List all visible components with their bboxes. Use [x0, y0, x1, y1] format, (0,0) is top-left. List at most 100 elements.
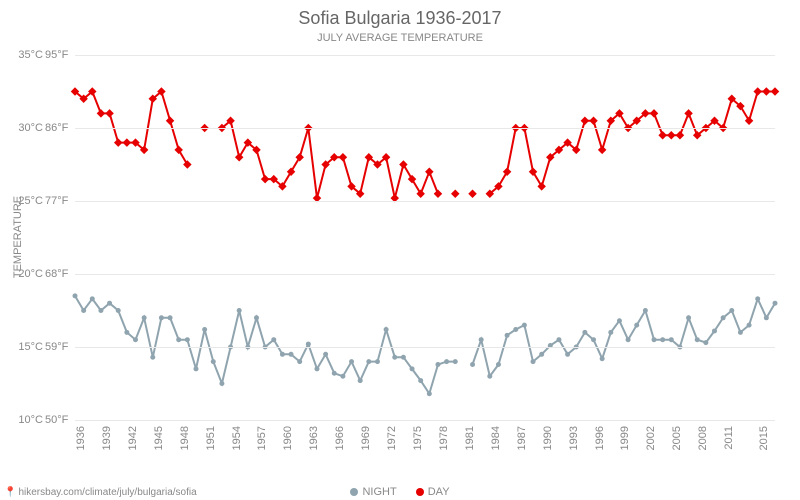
x-tick: 1957: [256, 426, 268, 450]
data-point: [589, 116, 597, 124]
data-point: [384, 327, 389, 332]
data-point: [703, 340, 708, 345]
data-point: [73, 293, 78, 298]
data-point: [193, 366, 198, 371]
data-point: [582, 330, 587, 335]
data-point: [667, 131, 675, 139]
plot-area: [75, 55, 775, 420]
data-point: [142, 315, 147, 320]
data-point: [295, 153, 303, 161]
data-point: [289, 352, 294, 357]
legend-label-night: NIGHT: [362, 486, 396, 498]
x-tick: 1996: [594, 426, 606, 450]
data-point: [591, 337, 596, 342]
data-point: [339, 153, 347, 161]
data-point: [531, 359, 536, 364]
data-point: [340, 374, 345, 379]
data-point: [375, 359, 380, 364]
attribution-text: hikersbay.com/climate/july/bulgaria/sofi…: [18, 487, 196, 498]
data-point: [598, 146, 606, 154]
data-point: [496, 362, 501, 367]
x-tick: 1978: [438, 426, 450, 450]
data-point: [287, 168, 295, 176]
x-tick: 1963: [308, 426, 320, 450]
x-tick: 1987: [516, 426, 528, 450]
data-point: [97, 109, 105, 117]
data-point: [174, 146, 182, 154]
data-point: [529, 168, 537, 176]
data-point: [652, 337, 657, 342]
data-point: [686, 315, 691, 320]
data-point: [425, 168, 433, 176]
x-tick: 1984: [490, 426, 502, 450]
x-tick: 1936: [75, 426, 87, 450]
data-point: [133, 337, 138, 342]
data-point: [410, 366, 415, 371]
data-point: [434, 189, 442, 197]
x-tick: 2008: [697, 426, 709, 450]
x-tick: 2011: [723, 426, 735, 450]
legend-marker-night: [350, 488, 358, 496]
data-point: [392, 355, 397, 360]
x-tick: 1975: [412, 426, 424, 450]
data-point: [753, 87, 761, 95]
y-axis-celsius: 10°C15°C20°C25°C30°C35°C: [0, 55, 45, 420]
x-tick: 1948: [179, 426, 191, 450]
data-point: [211, 359, 216, 364]
data-point: [297, 359, 302, 364]
x-tick: 2002: [645, 426, 657, 450]
data-point: [408, 175, 416, 183]
data-point: [332, 371, 337, 376]
data-point: [435, 362, 440, 367]
data-point: [669, 337, 674, 342]
x-axis: 1936193919421945194819511954195719601963…: [75, 420, 775, 480]
data-point: [314, 366, 319, 371]
data-point: [650, 109, 658, 117]
data-point: [185, 337, 190, 342]
data-point: [168, 315, 173, 320]
data-point: [771, 87, 779, 95]
data-point: [470, 362, 475, 367]
x-tick: 1966: [334, 426, 346, 450]
y-tick-f: 68°F: [45, 268, 68, 280]
data-point: [349, 359, 354, 364]
data-point: [81, 308, 86, 313]
data-point: [660, 337, 665, 342]
data-point: [219, 381, 224, 386]
data-point: [773, 301, 778, 306]
data-point: [745, 116, 753, 124]
data-point: [626, 337, 631, 342]
y-tick-c: 25°C: [18, 195, 43, 207]
data-point: [513, 327, 518, 332]
y-tick-f: 95°F: [45, 49, 68, 61]
legend-marker-day: [416, 488, 424, 496]
data-point: [306, 342, 311, 347]
attribution: 📍hikersbay.com/climate/july/bulgaria/sof…: [4, 487, 197, 498]
y-tick-f: 50°F: [45, 414, 68, 426]
data-point: [444, 359, 449, 364]
data-point: [721, 315, 726, 320]
data-point: [676, 131, 684, 139]
data-point: [105, 109, 113, 117]
data-point: [539, 352, 544, 357]
y-tick-f: 86°F: [45, 122, 68, 134]
data-point: [738, 330, 743, 335]
data-point: [643, 308, 648, 313]
y-axis-fahrenheit: 50°F59°F68°F77°F86°F95°F: [45, 55, 75, 420]
x-tick: 1990: [542, 426, 554, 450]
data-point: [416, 189, 424, 197]
x-tick: 1945: [153, 426, 165, 450]
data-point: [183, 160, 191, 168]
data-point: [98, 308, 103, 313]
data-point: [399, 160, 407, 168]
data-point: [556, 337, 561, 342]
x-tick: 1969: [360, 426, 372, 450]
x-tick: 2005: [671, 426, 683, 450]
data-point: [468, 189, 476, 197]
x-tick: 1939: [101, 426, 113, 450]
data-point: [427, 391, 432, 396]
data-point: [159, 315, 164, 320]
data-point: [503, 168, 511, 176]
data-point: [261, 175, 269, 183]
data-point: [235, 153, 243, 161]
